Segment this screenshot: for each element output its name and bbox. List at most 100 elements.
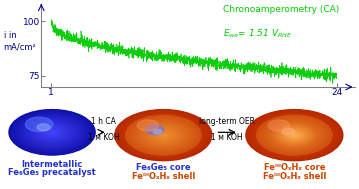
Circle shape — [146, 125, 164, 135]
Circle shape — [252, 113, 337, 158]
Circle shape — [284, 129, 305, 141]
Circle shape — [24, 118, 80, 147]
Circle shape — [264, 119, 325, 151]
Circle shape — [162, 134, 165, 136]
Circle shape — [30, 121, 74, 144]
Circle shape — [279, 127, 310, 143]
Circle shape — [138, 122, 188, 148]
Circle shape — [144, 125, 183, 146]
Circle shape — [27, 119, 77, 146]
Circle shape — [162, 135, 164, 136]
Circle shape — [14, 112, 90, 152]
Circle shape — [145, 125, 182, 145]
Circle shape — [272, 123, 317, 147]
Circle shape — [275, 125, 313, 145]
Circle shape — [142, 124, 185, 146]
Circle shape — [285, 130, 304, 140]
Circle shape — [51, 132, 53, 133]
Circle shape — [143, 124, 184, 146]
Circle shape — [23, 117, 81, 148]
Circle shape — [282, 129, 307, 142]
Circle shape — [13, 112, 91, 153]
Circle shape — [36, 124, 69, 141]
Circle shape — [141, 123, 186, 147]
Circle shape — [279, 127, 309, 143]
Circle shape — [274, 124, 315, 146]
Circle shape — [288, 132, 300, 138]
Circle shape — [263, 119, 326, 152]
Circle shape — [133, 119, 194, 151]
Circle shape — [120, 112, 207, 158]
Circle shape — [264, 119, 325, 151]
Circle shape — [159, 133, 167, 137]
Circle shape — [42, 127, 62, 138]
Circle shape — [144, 125, 183, 146]
Circle shape — [126, 116, 200, 155]
Circle shape — [246, 110, 343, 161]
Text: Chronoamperometry (CA): Chronoamperometry (CA) — [223, 5, 340, 14]
Circle shape — [131, 118, 195, 152]
Circle shape — [158, 132, 168, 138]
Circle shape — [135, 120, 191, 150]
Text: FeᴵᴵᴵOₓHₓ core: FeᴵᴵᴵOₓHₓ core — [264, 163, 325, 173]
Circle shape — [280, 128, 309, 143]
Circle shape — [275, 125, 314, 146]
Circle shape — [260, 117, 328, 153]
Circle shape — [162, 134, 165, 136]
Circle shape — [260, 117, 329, 153]
Text: Fe₆Ge₅ core: Fe₆Ge₅ core — [136, 163, 191, 173]
Circle shape — [158, 132, 169, 138]
Circle shape — [247, 110, 342, 160]
Circle shape — [161, 134, 165, 136]
Circle shape — [281, 128, 308, 142]
Circle shape — [151, 129, 176, 142]
Circle shape — [135, 120, 192, 150]
Circle shape — [145, 125, 182, 145]
Circle shape — [153, 129, 174, 141]
Circle shape — [277, 126, 312, 144]
Circle shape — [258, 116, 330, 154]
Circle shape — [157, 132, 170, 139]
Circle shape — [292, 134, 297, 137]
Circle shape — [261, 118, 327, 153]
Circle shape — [34, 123, 70, 142]
Circle shape — [43, 127, 61, 137]
Circle shape — [254, 114, 335, 156]
Circle shape — [162, 135, 164, 136]
Circle shape — [290, 133, 299, 137]
Circle shape — [159, 133, 168, 138]
Circle shape — [149, 128, 178, 143]
Circle shape — [157, 132, 170, 139]
Circle shape — [118, 111, 209, 159]
Circle shape — [286, 131, 302, 139]
Circle shape — [157, 132, 169, 138]
Circle shape — [280, 128, 308, 143]
Circle shape — [257, 115, 332, 155]
Circle shape — [293, 135, 295, 136]
Circle shape — [11, 111, 93, 154]
Circle shape — [50, 131, 54, 133]
Circle shape — [122, 113, 205, 157]
Circle shape — [266, 120, 322, 150]
Circle shape — [284, 130, 305, 141]
Circle shape — [268, 121, 321, 149]
Circle shape — [148, 127, 178, 143]
Circle shape — [264, 119, 325, 151]
Circle shape — [141, 123, 186, 147]
Circle shape — [288, 132, 301, 139]
Circle shape — [160, 134, 166, 137]
Circle shape — [287, 131, 302, 139]
Circle shape — [268, 121, 321, 149]
Circle shape — [257, 116, 331, 155]
Circle shape — [139, 122, 188, 148]
Circle shape — [127, 116, 199, 154]
Text: $E_{we}$= 1.51 V$_{RHE}$: $E_{we}$= 1.51 V$_{RHE}$ — [223, 27, 293, 40]
Circle shape — [258, 116, 331, 154]
Circle shape — [162, 134, 165, 136]
Circle shape — [162, 135, 164, 136]
Circle shape — [289, 133, 299, 138]
Circle shape — [139, 122, 188, 148]
Circle shape — [283, 129, 306, 141]
Circle shape — [250, 112, 339, 159]
Circle shape — [162, 134, 165, 136]
